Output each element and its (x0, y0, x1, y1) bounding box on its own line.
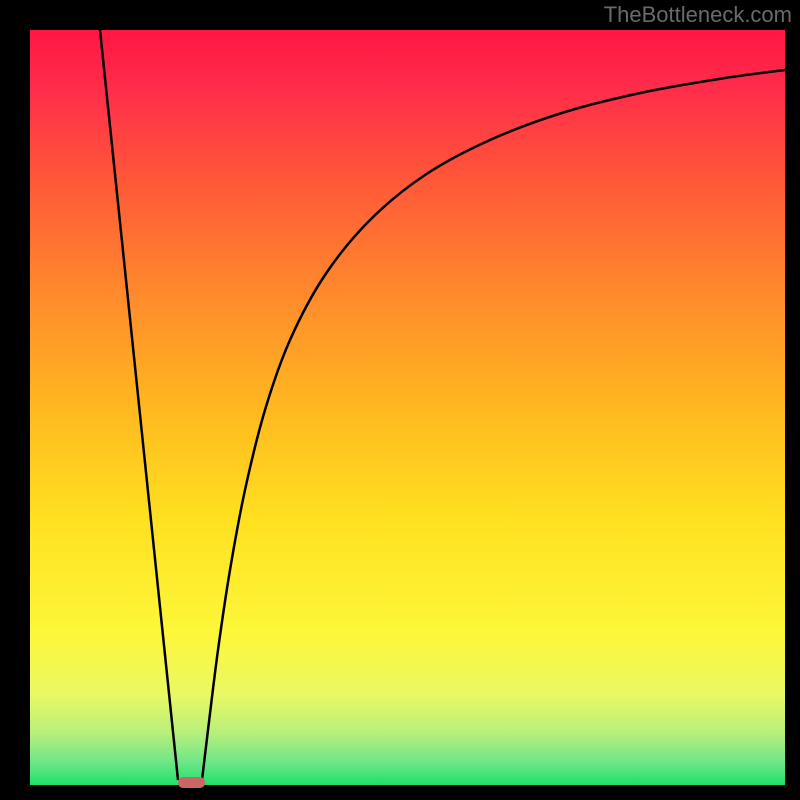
watermark-link[interactable]: TheBottleneck.com (604, 2, 792, 28)
right-ascending-curve (202, 70, 785, 780)
chart-curves (30, 30, 785, 785)
bottom-pill-marker (178, 777, 205, 788)
chart-plot-area (30, 30, 785, 785)
left-descending-line (100, 30, 178, 780)
watermark-text: TheBottleneck.com (604, 2, 792, 27)
